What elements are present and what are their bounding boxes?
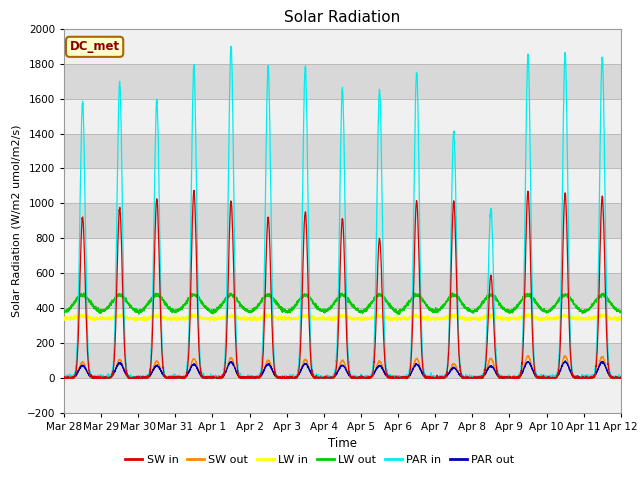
- Bar: [64, 98, 621, 133]
- Legend: SW in, SW out, LW in, LW out, PAR in, PAR out: SW in, SW out, LW in, LW out, PAR in, PA…: [121, 451, 519, 469]
- Title: Solar Radiation: Solar Radiation: [284, 10, 401, 25]
- Y-axis label: Solar Radiation (W/m2 umol/m2/s): Solar Radiation (W/m2 umol/m2/s): [11, 124, 21, 317]
- Bar: [64, 64, 621, 98]
- Bar: [64, 168, 621, 204]
- Bar: [64, 133, 621, 168]
- Bar: [64, 378, 621, 413]
- Bar: [64, 238, 621, 273]
- Bar: [64, 308, 621, 343]
- Bar: [64, 343, 621, 378]
- X-axis label: Time: Time: [328, 437, 357, 450]
- Bar: [64, 273, 621, 308]
- Text: DC_met: DC_met: [70, 40, 120, 53]
- Bar: [64, 204, 621, 238]
- Bar: [64, 29, 621, 64]
